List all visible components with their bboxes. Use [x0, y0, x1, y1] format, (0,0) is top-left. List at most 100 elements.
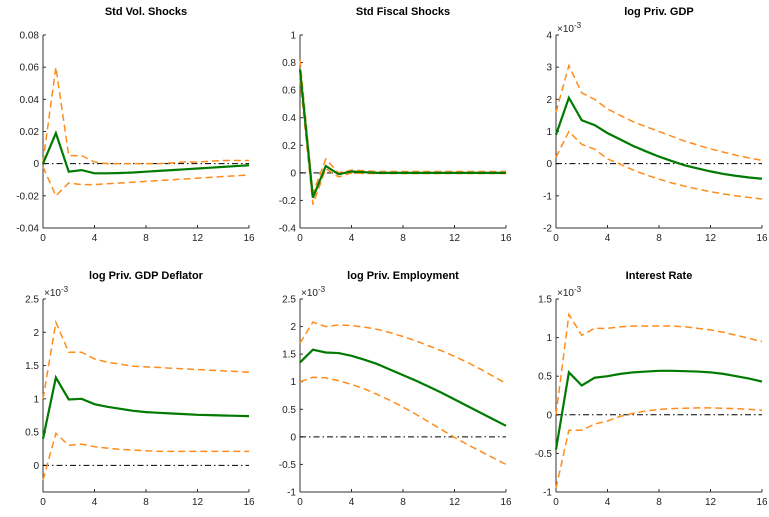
y-tick-label: 0.04 [20, 95, 40, 106]
y-tick-label: 1.5 [538, 295, 552, 306]
series-line [554, 95, 763, 180]
subplot: log Priv. GDP Deflator ×10-3 0 0.5 1 1.5 2 2.5 0… [25, 270, 255, 508]
x-tick-label: 16 [756, 497, 768, 508]
x-tick-label: 16 [243, 233, 255, 244]
series-line [298, 69, 506, 199]
y-tick-label: 2 [546, 95, 552, 106]
y-tick-label: 2.5 [25, 295, 39, 306]
y-tick-label: -1 [543, 488, 552, 499]
series-line [299, 348, 507, 427]
x-tick-label: 4 [605, 497, 611, 508]
x-tick-label: 16 [756, 233, 768, 244]
y-tick-label: 0 [290, 432, 296, 443]
y-tick-label: -0.5 [535, 449, 553, 460]
y-tick-label: 1 [33, 394, 39, 405]
x-tick-label: 4 [92, 497, 98, 508]
x-tick-label: 8 [143, 497, 149, 508]
multiplier-base: ×10 [557, 24, 574, 35]
x-tick-label: 12 [192, 497, 204, 508]
subplot-title: log Priv. GDP [624, 6, 693, 18]
axis-multiplier: ×10-3 [557, 285, 582, 299]
subplot-title: Interest Rate [626, 270, 693, 282]
axis-multiplier: ×10-3 [44, 285, 69, 299]
series-line [42, 166, 250, 198]
x-tick-label: 4 [92, 233, 98, 244]
y-tick-label: 1 [546, 127, 552, 138]
x-tick-label: 4 [349, 497, 355, 508]
y-tick-label: 0.02 [20, 127, 40, 138]
y-tick-label: 0.6 [282, 86, 296, 97]
series-line [42, 67, 249, 165]
series-line [299, 79, 506, 205]
y-tick-label: 2.5 [282, 295, 296, 306]
series-line [555, 312, 763, 415]
subplot: Interest Rate ×10-3 -1 -0.5 0 0.5 1 1.5 0 4 8 12 16 [535, 270, 768, 508]
y-tick-label: 0.5 [25, 428, 39, 439]
axis-multiplier: ×10-3 [557, 21, 582, 35]
x-tick-label: 12 [449, 233, 461, 244]
y-tick-label: -0.04 [16, 224, 39, 235]
x-tick-label: 4 [349, 233, 355, 244]
x-tick-label: 12 [192, 233, 204, 244]
y-tick-label: 0.5 [282, 405, 296, 416]
x-tick-label: 12 [705, 497, 717, 508]
subplot-title: log Priv. Employment [347, 270, 459, 282]
multiplier-base: ×10 [557, 288, 574, 299]
y-tick-label: 0 [33, 159, 39, 170]
series-line [41, 374, 250, 439]
y-tick-label: 0.08 [20, 31, 40, 42]
y-tick-label: 2 [290, 322, 296, 333]
x-tick-label: 8 [400, 233, 406, 244]
y-tick-label: -0.4 [279, 224, 297, 235]
y-tick-label: -0.2 [279, 196, 297, 207]
y-tick-label: 1.5 [25, 361, 39, 372]
x-tick-label: 4 [605, 233, 611, 244]
y-tick-label: 1 [546, 333, 552, 344]
subplot-title: Std Vol. Shocks [105, 6, 187, 18]
x-tick-label: 16 [500, 233, 512, 244]
y-tick-label: -2 [543, 224, 552, 235]
series-line [299, 376, 507, 466]
series-line [555, 130, 763, 200]
series-line [555, 407, 763, 489]
y-tick-label: -1 [543, 191, 552, 202]
multiplier-exponent: -3 [318, 285, 326, 294]
series-line [41, 129, 250, 175]
multiplier-exponent: -3 [574, 21, 582, 30]
y-tick-label: 0.06 [20, 63, 40, 74]
subplot: log Priv. Employment ×10-3 -1 -0.5 0 0.5 1 1.5 2… [279, 270, 512, 508]
x-tick-label: 12 [705, 233, 717, 244]
y-tick-label: 0 [33, 461, 39, 472]
y-tick-label: 0.4 [282, 113, 296, 124]
y-tick-label: 0.5 [538, 372, 552, 383]
series-line [42, 319, 250, 399]
x-tick-label: 0 [40, 233, 46, 244]
x-tick-label: 0 [40, 497, 46, 508]
x-tick-label: 0 [553, 497, 559, 508]
x-tick-label: 16 [500, 497, 512, 508]
x-tick-label: 0 [553, 233, 559, 244]
multiplier-base: ×10 [301, 288, 318, 299]
y-tick-label: 1.5 [282, 350, 296, 361]
series-line [555, 63, 763, 162]
y-tick-label: 1 [290, 31, 296, 42]
x-tick-label: 0 [297, 497, 303, 508]
x-tick-label: 8 [400, 497, 406, 508]
series-line [554, 369, 763, 450]
y-tick-label: 0 [546, 159, 552, 170]
y-tick-label: -0.5 [279, 460, 297, 471]
series-line [299, 321, 507, 385]
subplot-title: Std Fiscal Shocks [356, 6, 450, 18]
subplot-title: log Priv. GDP Deflator [89, 270, 204, 282]
subplot: Std Vol. Shocks -0.04 -0.02 0 0.02 0.04 0.06 0.… [16, 6, 255, 244]
subplot: Std Fiscal Shocks -0.4 -0.2 0 0.2 0.4 0.6 0.8 1 0… [279, 6, 512, 244]
multiplier-exponent: -3 [574, 285, 582, 294]
multiplier-base: ×10 [44, 288, 61, 299]
y-tick-label: -1 [287, 488, 296, 499]
y-tick-label: 1 [290, 377, 296, 388]
y-tick-label: 0.2 [282, 141, 296, 152]
series-line [42, 432, 249, 481]
y-tick-label: 2 [33, 328, 39, 339]
x-tick-label: 0 [297, 233, 303, 244]
